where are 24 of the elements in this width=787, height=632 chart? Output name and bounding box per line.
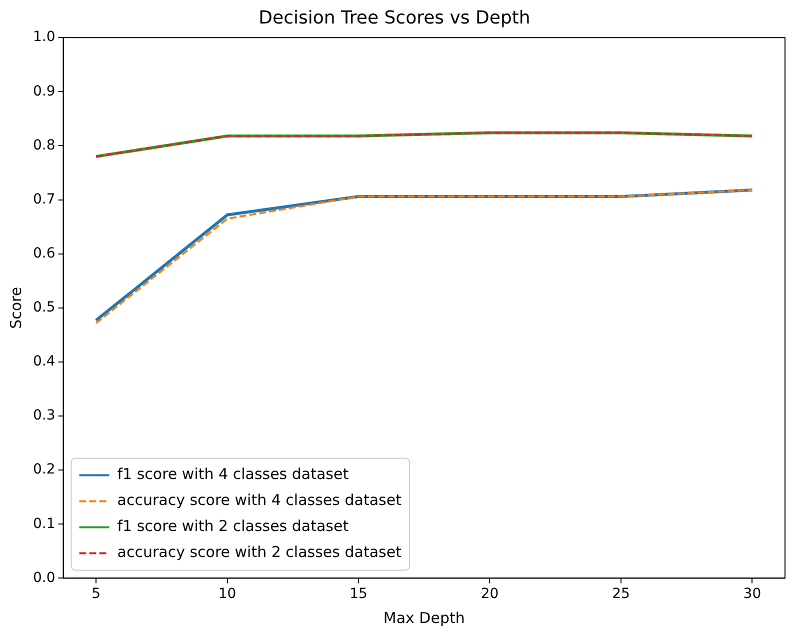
y-tick-label: 1.0 (33, 29, 56, 46)
y-tick-label: 0.0 (33, 570, 56, 586)
y-tick-label: 0.2 (33, 462, 56, 478)
x-tick-label: 10 (218, 586, 236, 602)
y-tick-label: 0.1 (33, 516, 56, 532)
x-tick-label: 20 (480, 586, 499, 602)
y-tick-label: 0.7 (33, 191, 56, 208)
x-axis-title: Max Depth (383, 608, 465, 627)
legend-label: f1 score with 2 classes dataset (117, 517, 349, 536)
y-axis-title: Score (6, 286, 25, 329)
y-tick-label: 0.5 (33, 300, 56, 316)
x-tick-label: 25 (612, 586, 630, 602)
y-tick-label: 0.9 (33, 83, 56, 100)
y-tick-label: 0.8 (33, 137, 56, 154)
x-tick-label: 15 (350, 586, 368, 602)
y-tick-label: 0.4 (33, 354, 56, 370)
legend-label: accuracy score with 2 classes dataset (117, 543, 402, 562)
y-tick-label: 0.6 (33, 245, 56, 262)
chart-title: Decision Tree Scores vs Depth (258, 7, 530, 28)
legend-label: accuracy score with 4 classes dataset (117, 491, 402, 510)
legend-label: f1 score with 4 classes dataset (117, 465, 349, 484)
x-tick-label: 5 (92, 586, 101, 602)
y-tick-label: 0.3 (33, 408, 56, 424)
x-tick-label: 30 (743, 586, 762, 602)
